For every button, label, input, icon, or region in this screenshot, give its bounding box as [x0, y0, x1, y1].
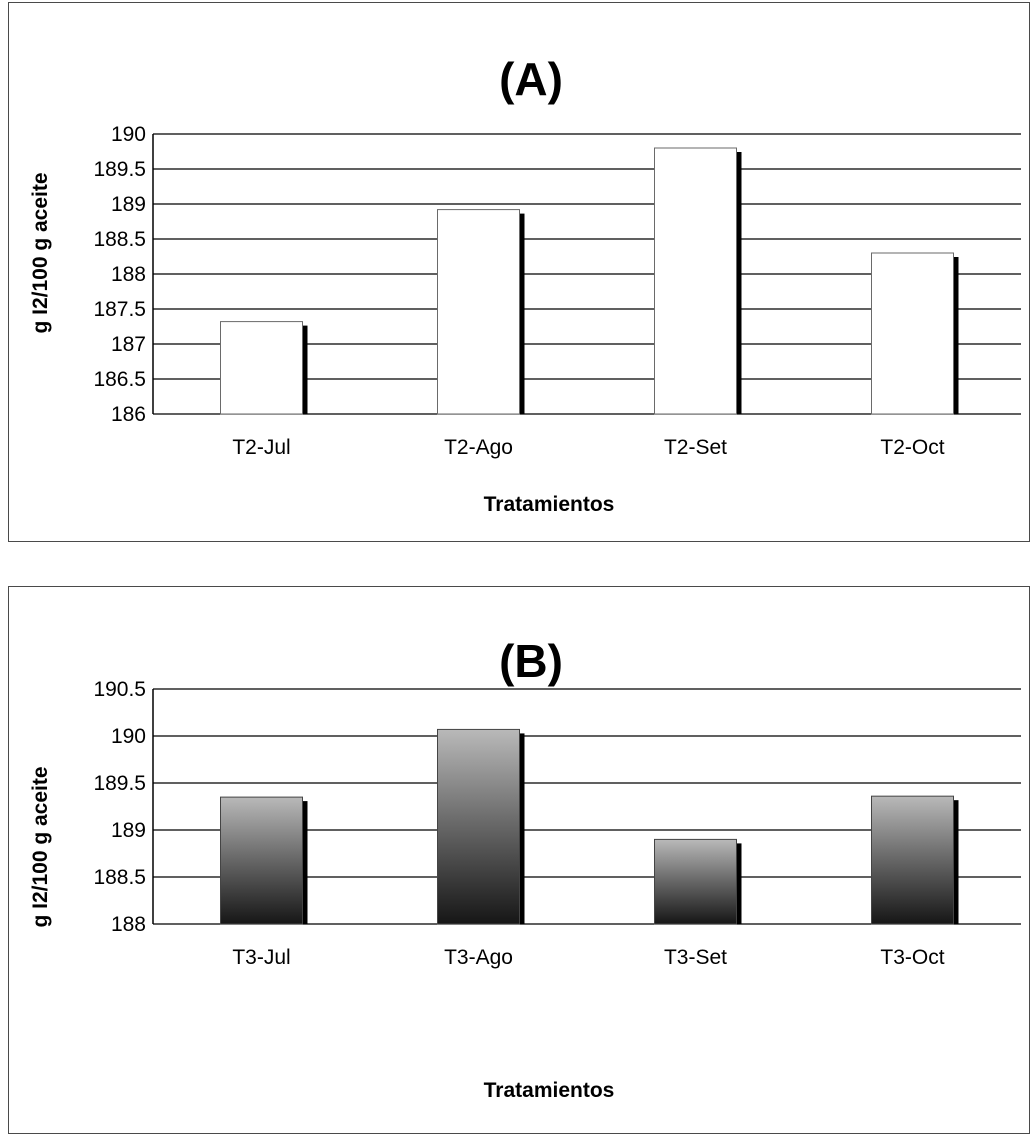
y-tick-label: 189.5 [93, 772, 146, 795]
chart-panel-a: (A) Tratamientos g I2/100 g aceite 186 18… [8, 2, 1030, 542]
bar-shadow [300, 325, 308, 414]
chart-b-svg: (B) Tratamientos g I2/100 g aceite 188 18… [29, 635, 1021, 1102]
y-tick-label: 187 [111, 333, 146, 356]
x-tick-label: T2-Ago [444, 436, 513, 459]
x-tick-label: T3-Ago [444, 946, 513, 969]
chart-panel-b: (B) Tratamientos g I2/100 g aceite 188 18… [8, 586, 1030, 1134]
y-tick-label: 189 [111, 193, 146, 216]
bar-shadow [300, 801, 308, 924]
bar-shadow [734, 843, 742, 924]
y-tick-label: 188.5 [93, 866, 146, 889]
x-tick-label: T3-Set [664, 946, 727, 969]
chart-a-title: (A) [499, 53, 563, 105]
chart-b-xlabel: Tratamientos [484, 1079, 615, 1102]
y-tick-label: 190 [111, 725, 146, 748]
x-tick-label: T2-Oct [880, 436, 944, 459]
y-tick-label: 188 [111, 263, 146, 286]
bar [871, 252, 954, 415]
y-tick-label: 188 [111, 913, 146, 936]
chart-a-xlabel: Tratamientos [484, 493, 615, 516]
y-tick-label: 187.5 [93, 298, 146, 321]
bar [220, 796, 303, 925]
bar-shadow [951, 257, 959, 414]
y-tick-label: 190 [111, 123, 146, 146]
y-tick-label: 186 [111, 403, 146, 426]
x-tick-label: T2-Jul [232, 436, 290, 459]
x-tick-label: T2-Set [664, 436, 727, 459]
y-tick-label: 190.5 [93, 678, 146, 701]
x-tick-label: T3-Jul [232, 946, 290, 969]
y-tick-label: 186.5 [93, 368, 146, 391]
bar [654, 147, 737, 415]
chart-a-ylabel: g I2/100 g aceite [29, 172, 52, 333]
chart-a-svg: (A) Tratamientos g I2/100 g aceite 186 18… [29, 53, 1021, 516]
bar [871, 795, 954, 925]
chart-b-title: (B) [499, 635, 563, 687]
y-tick-label: 189 [111, 819, 146, 842]
x-tick-label: T3-Oct [880, 946, 944, 969]
bar [437, 209, 520, 415]
bar-shadow [517, 733, 525, 924]
bar-shadow [734, 152, 742, 414]
bar-shadow [517, 213, 525, 414]
bar [220, 321, 303, 415]
bar-shadow [951, 800, 959, 924]
y-tick-label: 189.5 [93, 158, 146, 181]
y-tick-label: 188.5 [93, 228, 146, 251]
chart-b-ylabel: g I2/100 g aceite [29, 766, 52, 927]
bar [437, 728, 520, 925]
bar [654, 838, 737, 925]
